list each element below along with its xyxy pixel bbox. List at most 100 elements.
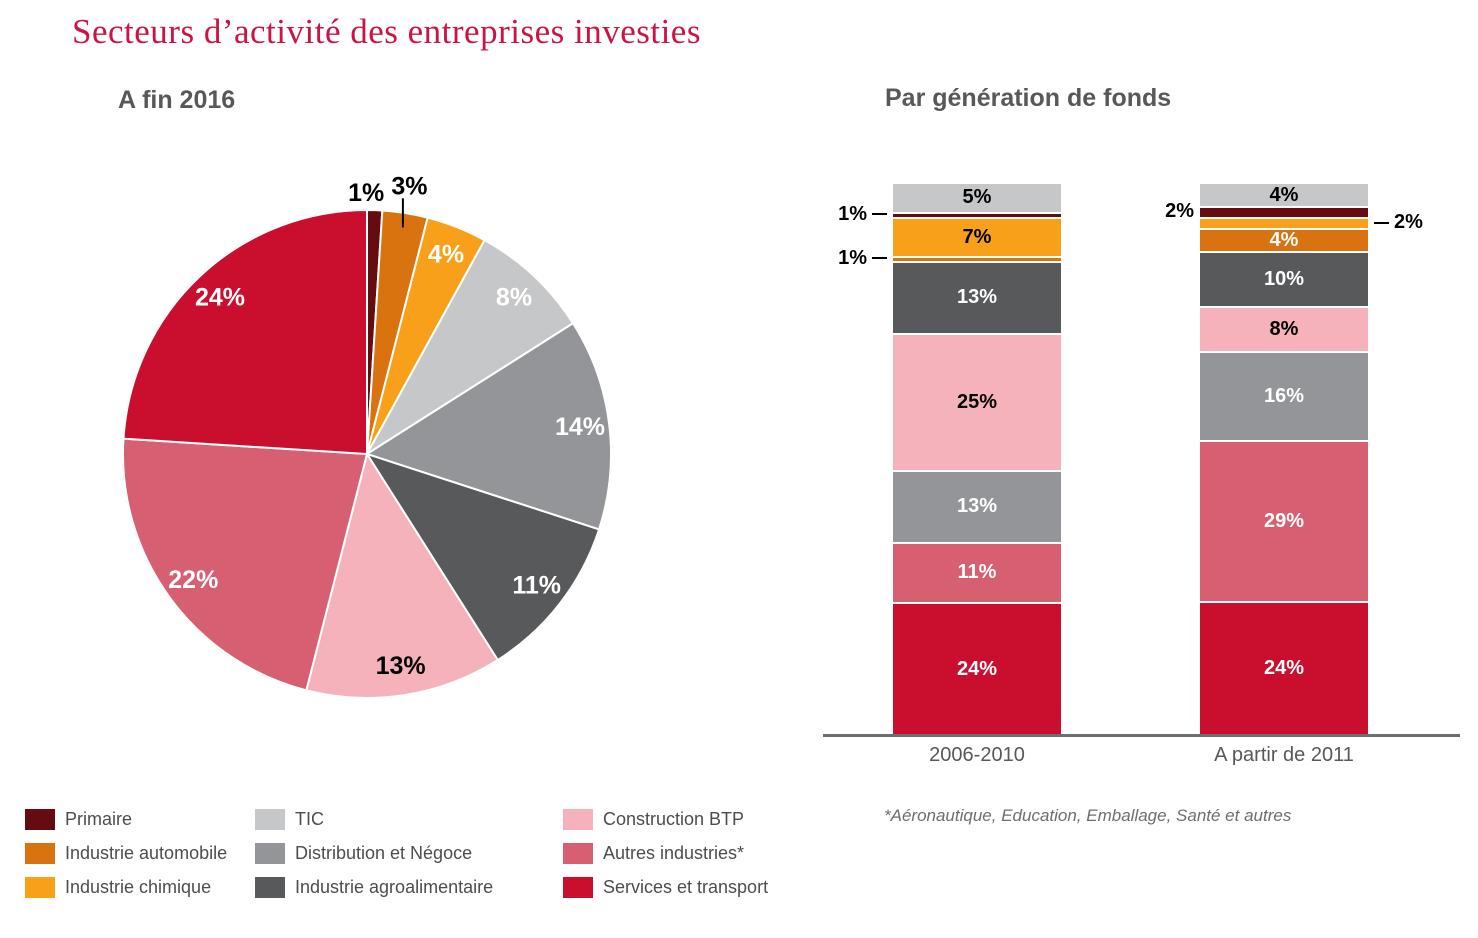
legend-column: Primaire Industrie automobile Industrie ch… (25, 809, 255, 898)
legend-item-label: Distribution et Négoce (295, 843, 473, 863)
pie-slice (366, 453, 601, 662)
bar-segment: 24% (1200, 600, 1368, 734)
page-title: Secteurs d’activité des entreprises inve… (72, 12, 701, 51)
pie-slice-label: 1% (348, 179, 384, 207)
bar-callout-label: 2% (1100, 200, 1194, 224)
bar-callout-text: 1% (838, 246, 867, 269)
bar-segment-label: 24% (956, 657, 998, 680)
legend-item-label: Industrie chimique (65, 877, 212, 897)
bar-segment (893, 211, 1061, 217)
pie-slice (305, 453, 499, 699)
bar-callout-text: 1% (838, 202, 867, 225)
callout-dash (872, 257, 887, 260)
pie-slice (122, 437, 368, 692)
callout-dash (872, 213, 887, 216)
legend-swatch (563, 809, 593, 830)
legend-item: Construction BTP (563, 809, 768, 830)
legend-swatch (25, 877, 55, 898)
legend-swatch (563, 843, 593, 864)
bar-segment (893, 255, 1061, 261)
legend-item: Primaire (25, 809, 255, 830)
bar-segment: 29% (1200, 439, 1368, 601)
pie-slice-label: 3% (391, 172, 427, 200)
bar-segment: 4% (1200, 183, 1368, 207)
bar-segment-label: 13% (956, 286, 998, 309)
legend-item-label: Industrie automobile (65, 843, 228, 863)
bar-callout-label: 1% (793, 246, 887, 270)
bar-segment-label: 16% (1263, 384, 1305, 407)
bar-segment-label: 4% (1269, 183, 1299, 206)
legend-item: Industrie agroalimentaire (255, 877, 563, 898)
pie-chart: 1% 3% 4% 8% 14% 11% 13% 22% 24% (122, 172, 613, 699)
legend-item: Distribution et Négoce (255, 843, 563, 864)
footnote: *Aéronautique, Education, Emballage, San… (884, 806, 1292, 825)
bar-segment-label: 8% (1269, 317, 1299, 340)
legend-column: TIC Distribution et Négoce Industrie agroa… (255, 809, 563, 898)
legend-swatch (563, 877, 593, 898)
bar-segment-label: 29% (1263, 509, 1305, 532)
bar-segment-label: 24% (1263, 656, 1305, 679)
bar-segment: 16% (1200, 350, 1368, 440)
bar-segment-label: 25% (956, 390, 998, 413)
pie-slice (366, 322, 613, 531)
bar-segment: 4% (1200, 228, 1368, 252)
pie-slice-label: 14% (555, 413, 605, 441)
legend-item: Services et transport (563, 877, 768, 898)
x-axis-category-label: A partir de 2011 (1214, 744, 1354, 766)
pie-slice (122, 209, 368, 455)
pie-slice (366, 239, 575, 455)
bar-callout-label: 2% (1374, 211, 1468, 235)
bar-segment (1200, 217, 1368, 229)
bar-callout-text: 2% (1165, 200, 1194, 223)
bar-segment-label: 7% (962, 225, 992, 248)
bar-segment: 13% (893, 470, 1061, 542)
bar-segment-label: 4% (1269, 229, 1299, 252)
legend-item-label: Construction BTP (603, 809, 745, 829)
pie-slice-label: 11% (512, 572, 561, 600)
callout-dash (1374, 221, 1389, 224)
legend-swatch (255, 877, 285, 898)
bar-segment: 7% (893, 217, 1061, 256)
legend-item-label: Industrie agroalimentaire (295, 877, 494, 897)
bar-segment: 24% (893, 602, 1061, 734)
legend-item: Industrie automobile (25, 843, 255, 864)
bar-callout-label: 1% (793, 202, 887, 226)
legend-swatch (255, 809, 285, 830)
x-axis-line (823, 734, 1460, 737)
bar-segment: 11% (893, 541, 1061, 602)
bar-segment-label: 5% (962, 186, 992, 209)
pie-slice-label: 4% (428, 240, 464, 268)
bar-segment: 10% (1200, 250, 1368, 307)
bar-column: 4% 4% 10% 8% 16% 29% 24% (1200, 184, 1368, 734)
bar-column: 5% 7% 13% 25% 13% 11% 24% (893, 184, 1061, 734)
bar-segment-label: 13% (956, 495, 998, 518)
pie-slice-label: 24% (195, 284, 245, 312)
bar-segment: 5% (893, 184, 1061, 212)
bar-callout-text: 2% (1394, 211, 1423, 234)
bar-segment: 13% (893, 261, 1061, 333)
legend-column: Construction BTP Autres industries* Servic… (563, 809, 768, 898)
bar-segment: 8% (1200, 306, 1368, 351)
legend-item-label: TIC (295, 809, 324, 829)
legend-swatch (25, 843, 55, 864)
legend-item: Autres industries* (563, 843, 768, 864)
bar-segment: 25% (893, 332, 1061, 470)
pie-slice-label: 8% (496, 284, 532, 312)
bar-segment (1200, 206, 1368, 218)
pie-title: A fin 2016 (118, 86, 236, 114)
legend-item-label: Autres industries* (603, 843, 745, 863)
legend-item: Industrie chimique (25, 877, 255, 898)
legend-item-label: Primaire (65, 809, 133, 829)
x-axis-category-label: 2006-2010 (929, 744, 1025, 766)
legend-item-label: Services et transport (603, 877, 769, 897)
legend-swatch (25, 809, 55, 830)
legend: Primaire Industrie automobile Industrie ch… (25, 809, 768, 898)
bar-title: Par génération de fonds (885, 84, 1172, 112)
legend-item: TIC (255, 809, 563, 830)
bar-segment-label: 10% (1263, 267, 1305, 290)
legend-swatch (255, 843, 285, 864)
bar-segment-label: 11% (957, 561, 997, 584)
pie-slice-label: 13% (376, 652, 426, 680)
